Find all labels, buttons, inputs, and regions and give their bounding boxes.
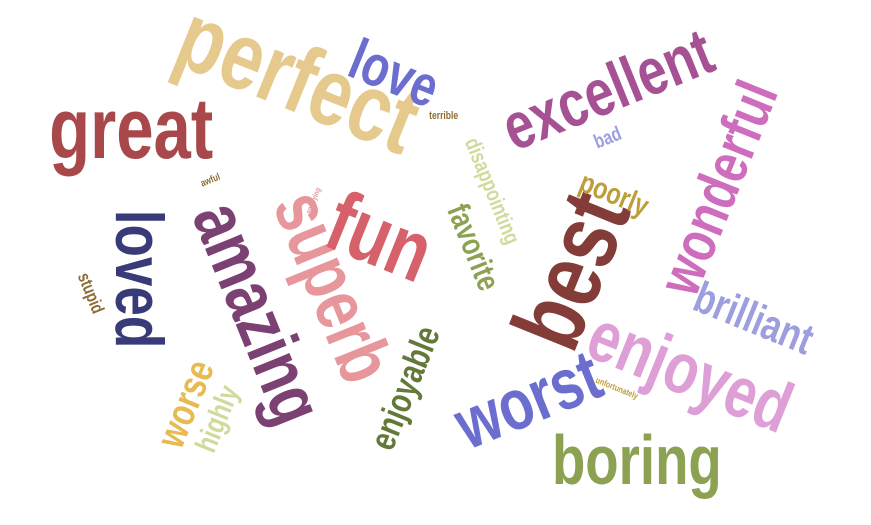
word-great: great	[49, 81, 214, 177]
word-boring: boring	[551, 421, 722, 499]
word-loved: loved	[100, 209, 177, 349]
word-terrible: terrible	[429, 110, 459, 122]
word-wonderful: wonderful	[644, 71, 791, 305]
